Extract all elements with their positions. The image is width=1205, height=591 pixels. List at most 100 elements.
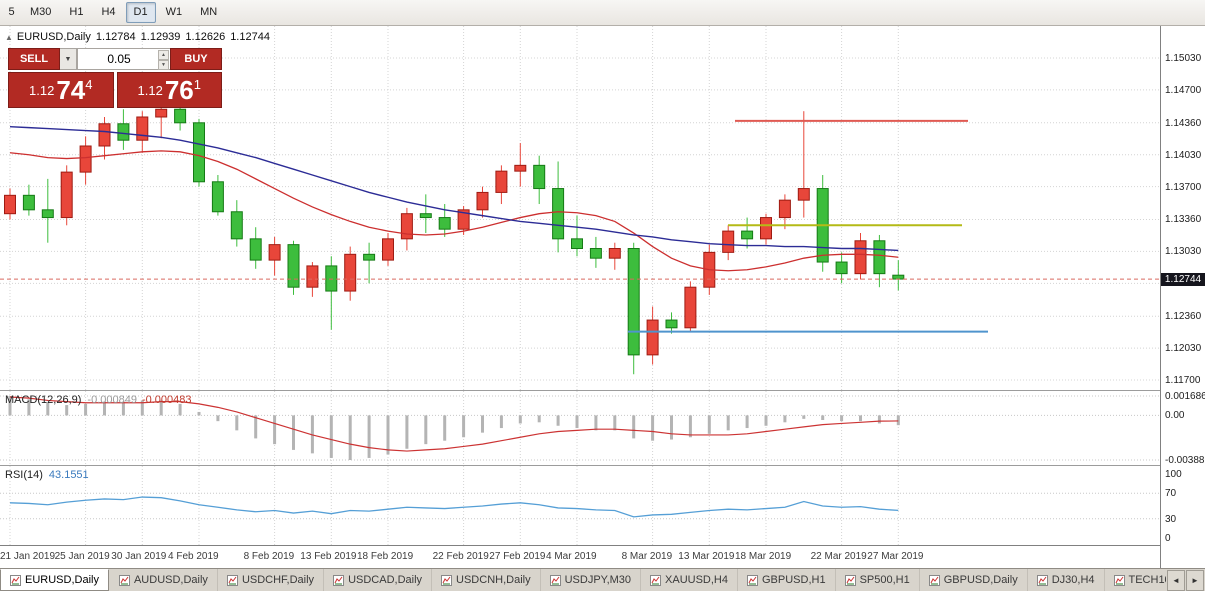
ohlc-open: 1.12784 bbox=[95, 31, 136, 43]
date-axis-label: 18 Mar 2019 bbox=[735, 551, 792, 562]
candle bbox=[514, 143, 527, 187]
order-options-dropdown[interactable]: ▼ bbox=[60, 48, 77, 70]
candle bbox=[249, 227, 262, 269]
chart-plot-surface[interactable]: ▲ EURUSD,Daily 1.12784 1.12939 1.12626 1.1274… bbox=[0, 26, 1160, 568]
candle bbox=[457, 205, 470, 235]
volume-input[interactable] bbox=[78, 49, 170, 69]
timeframe-m5-button[interactable]: 5 bbox=[8, 6, 15, 18]
timeframe-toolbar: 5 M30 H1 H4 D1 W1 MN bbox=[0, 0, 1205, 26]
price-axis-label: 1.15030 bbox=[1165, 53, 1202, 64]
tab-scroll-controls: ◄ ► bbox=[1166, 569, 1205, 591]
macd-signal-line bbox=[9, 396, 899, 452]
chart-tab-audusd-daily[interactable]: AUDUSD,Daily bbox=[110, 569, 218, 591]
date-axis-label: 30 Jan 2019 bbox=[111, 551, 167, 562]
price-axis-label: 1.11700 bbox=[1165, 375, 1201, 387]
chart-tab-usdcad-daily[interactable]: USDCAD,Daily bbox=[324, 569, 433, 591]
price-chart-canvas[interactable] bbox=[0, 26, 1160, 391]
chart-tab-label: USDCHF,Daily bbox=[241, 574, 315, 586]
collapse-chart-icon[interactable]: ▲ bbox=[5, 33, 13, 42]
chart-tab-label: USDJPY,M30 bbox=[564, 574, 632, 586]
candle bbox=[4, 188, 16, 220]
chart-tab-label: DJ30,H4 bbox=[1051, 574, 1095, 586]
date-axis[interactable]: 21 Jan 2019 25 Jan 2019 30 Jan 2019 4 Feb 2… bbox=[0, 546, 1160, 568]
candle bbox=[722, 225, 735, 261]
candle bbox=[98, 116, 111, 160]
chart-tab-label: USDCAD,Daily bbox=[348, 574, 423, 586]
chart-tab-xauusd-h4[interactable]: XAUUSD,H4 bbox=[641, 569, 738, 591]
timeframe-h4-button[interactable]: H4 bbox=[101, 6, 116, 18]
timeframe-h1-button[interactable]: H1 bbox=[69, 6, 84, 18]
ma-slow-line bbox=[9, 125, 899, 252]
price-axis-label: 1.14030 bbox=[1165, 149, 1202, 161]
date-axis-label: 25 Jan 2019 bbox=[54, 551, 110, 562]
chart-tab-usdcnh-daily[interactable]: USDCNH,Daily bbox=[432, 569, 541, 591]
chart-tab-eurusd-daily[interactable]: EURUSD,Daily bbox=[0, 569, 109, 591]
chart-tab-icon bbox=[226, 574, 238, 586]
candle bbox=[854, 233, 867, 280]
candle bbox=[79, 136, 92, 185]
chart-tab-gbpusd-h1[interactable]: GBPUSD,H1 bbox=[738, 569, 836, 591]
sell-button[interactable]: SELL bbox=[8, 48, 60, 70]
candle bbox=[778, 194, 791, 230]
chart-tab-gbpusd-daily[interactable]: GBPUSD,Daily bbox=[920, 569, 1028, 591]
chart-tab-tech100-h1[interactable]: TECH100,H1 bbox=[1105, 569, 1166, 591]
timeframe-w1-button[interactable]: W1 bbox=[165, 6, 183, 18]
candle bbox=[892, 260, 905, 291]
chart-tab-label: EURUSD,Daily bbox=[25, 574, 99, 586]
chart-tab-label: XAUUSD,H4 bbox=[665, 574, 728, 586]
tab-scroll-left-icon[interactable]: ◄ bbox=[1167, 569, 1185, 591]
timeframe-m30-button[interactable]: M30 bbox=[30, 6, 52, 18]
macd-axis-label: 0.00 bbox=[1165, 410, 1185, 422]
candle bbox=[325, 256, 338, 330]
candle bbox=[835, 252, 848, 284]
chart-tab-icon bbox=[441, 574, 453, 586]
candle bbox=[816, 175, 829, 272]
ohlc-low: 1.12626 bbox=[185, 31, 226, 43]
chart-tab-sp500-h1[interactable]: SP500,H1 bbox=[836, 569, 920, 591]
ohlc-close: 1.12744 bbox=[230, 31, 270, 43]
macd-axis-label: 0.001686 bbox=[1165, 391, 1205, 402]
date-axis-label: 13 Feb 2019 bbox=[300, 551, 357, 562]
sell-price-pips: 74 bbox=[56, 75, 86, 105]
chart-tab-icon bbox=[333, 574, 345, 586]
buy-price-button[interactable]: 1.12 76 1 bbox=[116, 72, 222, 108]
macd-indicator-canvas[interactable] bbox=[0, 391, 1160, 466]
ma-fast-line bbox=[9, 150, 899, 272]
chart-tab-usdchf-daily[interactable]: USDCHF,Daily bbox=[218, 569, 325, 591]
chart-tab-usdjpy-m30[interactable]: USDJPY,M30 bbox=[541, 569, 642, 591]
candle bbox=[646, 306, 659, 365]
candle bbox=[268, 236, 281, 276]
rsi-axis-label: 0 bbox=[1165, 533, 1171, 544]
candle bbox=[608, 242, 621, 270]
rsi-indicator-canvas[interactable] bbox=[0, 466, 1160, 546]
one-click-trading-panel: SELL ▼ ▲ ▼ BUY 1.12 bbox=[8, 48, 222, 108]
candle bbox=[344, 246, 357, 301]
timeframe-mn-button[interactable]: MN bbox=[200, 6, 218, 18]
candle bbox=[627, 242, 640, 375]
price-axis-label: 1.13360 bbox=[1165, 214, 1202, 226]
chart-tab-icon bbox=[1036, 574, 1048, 586]
chart-tabs-bar: EURUSD,Daily AUDUSD,Daily USDCHF,Daily USDC… bbox=[0, 568, 1205, 591]
volume-up-icon[interactable]: ▲ bbox=[158, 50, 169, 60]
current-price-badge: 1.12744 bbox=[1161, 273, 1205, 287]
macd-title: MACD(12,26,9) bbox=[5, 394, 82, 406]
price-axis-label: 1.12030 bbox=[1165, 343, 1202, 355]
volume-down-icon[interactable]: ▼ bbox=[158, 60, 169, 70]
candle bbox=[476, 186, 489, 218]
candle bbox=[400, 207, 413, 251]
timeframe-d1-button[interactable]: D1 bbox=[125, 2, 156, 23]
tab-scroll-right-icon[interactable]: ► bbox=[1186, 569, 1204, 591]
candle bbox=[230, 200, 243, 247]
sell-price-button[interactable]: 1.12 74 4 bbox=[8, 72, 114, 108]
ohlc-high: 1.12939 bbox=[140, 31, 181, 43]
price-axis-label: 1.14360 bbox=[1165, 117, 1202, 129]
candle bbox=[741, 217, 754, 249]
rsi-title: RSI(14) bbox=[5, 469, 43, 481]
price-axis[interactable]: 1.15030 1.14700 1.14360 1.14030 1.13700 1.133… bbox=[1160, 26, 1205, 568]
chart-tab-dj30-h4[interactable]: DJ30,H4 bbox=[1028, 569, 1105, 591]
price-axis-label: 1.13700 bbox=[1165, 181, 1202, 193]
buy-button[interactable]: BUY bbox=[170, 48, 222, 70]
candle bbox=[589, 236, 602, 268]
candle bbox=[155, 104, 168, 139]
rsi-label: RSI(14) 43.1551 bbox=[5, 469, 89, 481]
